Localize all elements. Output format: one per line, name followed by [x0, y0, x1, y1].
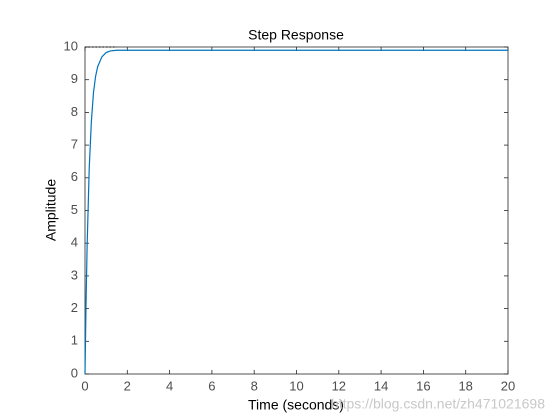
- chart-title: Step Response: [248, 27, 344, 43]
- y-tick-label: 10: [64, 38, 78, 53]
- y-tick-label: 8: [71, 104, 78, 119]
- y-tick-label: 6: [71, 169, 78, 184]
- x-tick-label: 20: [501, 378, 515, 393]
- x-tick-label: 4: [166, 378, 173, 393]
- x-tick-label: 2: [124, 378, 131, 393]
- y-tick-label: 4: [71, 235, 78, 250]
- x-tick-label: 8: [251, 378, 258, 393]
- y-tick-label: 0: [71, 365, 78, 380]
- y-tick-label: 2: [71, 300, 78, 315]
- x-tick-label: 10: [289, 378, 303, 393]
- axes-box: [84, 46, 509, 375]
- x-tick-label: 18: [458, 378, 472, 393]
- y-axis-label: Amplitude: [43, 179, 59, 241]
- y-tick-label: 3: [71, 267, 78, 282]
- y-tick-label: 7: [71, 137, 78, 152]
- x-tick-label: 16: [416, 378, 430, 393]
- series-line: [84, 49, 508, 375]
- y-tick-label: 1: [71, 333, 78, 348]
- y-tick-label: 5: [71, 202, 78, 217]
- x-tick-label: 6: [208, 378, 215, 393]
- x-tick-label: 14: [374, 378, 388, 393]
- y-tick-label: 9: [71, 71, 78, 86]
- x-tick-label: 0: [81, 378, 88, 393]
- watermark: https://blog.csdn.net/zh471021698: [331, 396, 545, 412]
- x-axis-label: Time (seconds): [248, 397, 344, 413]
- x-tick-label: 12: [332, 378, 346, 393]
